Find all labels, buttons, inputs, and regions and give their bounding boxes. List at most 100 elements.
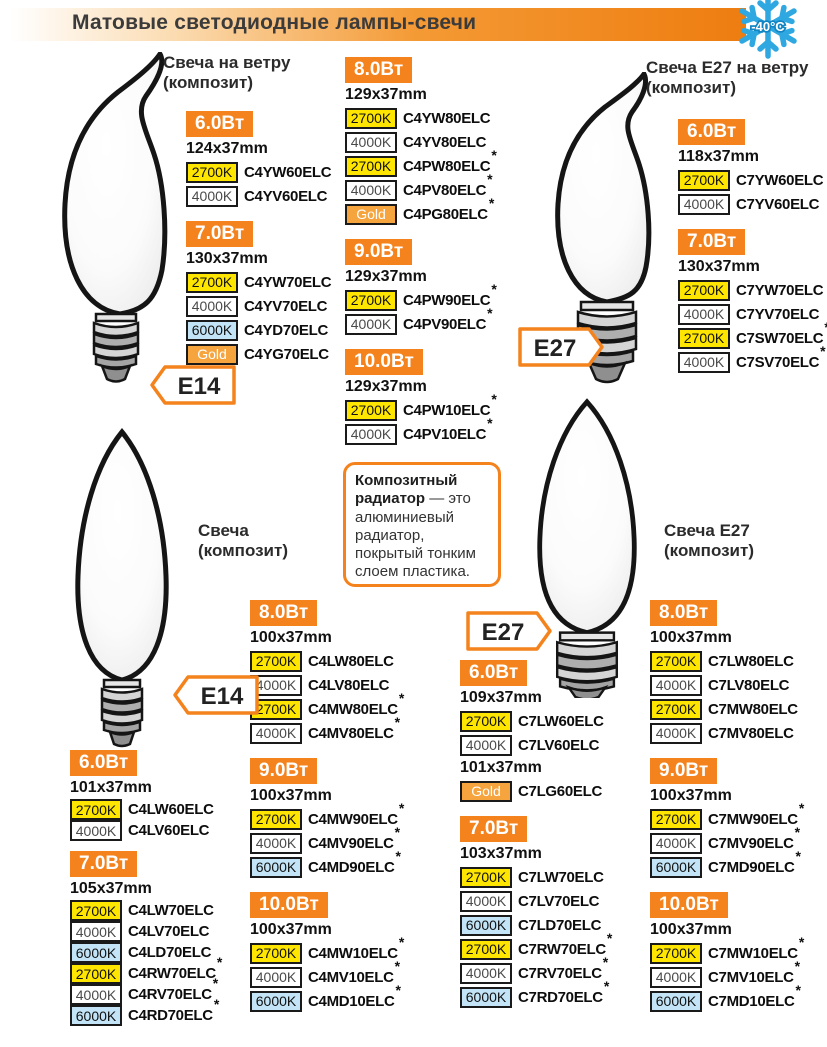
color-temp-label: 2700K: [70, 963, 122, 984]
product-code: C4MD90ELC*: [308, 847, 401, 876]
product-row: 4000K C7MV80ELC: [650, 722, 827, 744]
color-temp-label: 4000K: [250, 966, 302, 988]
product-row: 4000K C7LV60ELC: [460, 734, 638, 756]
asterisk-marker: *: [491, 146, 497, 163]
spec-block: 8.0Вт 100x37mm 2700K C7LW80ELC 4000K C7LV80EL…: [650, 600, 827, 744]
color-temp-label: 6000K: [70, 1005, 122, 1026]
product-code: C7MW10ELC*: [708, 933, 804, 962]
dimensions-label: 103x37mm: [460, 845, 542, 862]
color-temp-label: 2700K: [345, 107, 397, 129]
product-code: C4MW10ELC*: [308, 933, 404, 962]
color-temp-label: 6000K: [186, 319, 238, 341]
product-code: C4MW90ELC*: [308, 799, 404, 828]
product-code: C7YV60ELC: [736, 195, 820, 213]
spec-column-wind-e14-b: 8.0Вт 129x37mm 2700K C4YW80ELC 4000K C4YV80EL…: [345, 57, 523, 459]
dimensions-label: 109x37mm: [460, 689, 542, 706]
asterisk-marker: *: [394, 713, 400, 730]
product-code: C4YD70ELC: [244, 321, 328, 339]
product-code: C7LV60ELC: [518, 736, 600, 754]
product-row: 6000K C4MD90ELC*: [250, 847, 428, 878]
product-code: C4YG70ELC: [244, 345, 329, 363]
asterisk-marker: *: [798, 799, 804, 816]
color-temp-label: 2700K: [460, 710, 512, 732]
color-temp-label: 6000K: [250, 856, 302, 878]
color-temp-label: 4000K: [345, 313, 397, 335]
wattage-badge: 7.0Вт: [678, 229, 746, 255]
product-row: 2700K C7RW70ELC*: [460, 929, 638, 960]
spec-column-wind-e14-a: 6.0Вт 124x37mm 2700K C4YW60ELC 4000K C4YV60EL…: [186, 111, 364, 379]
product-row: 6000K C4LD70ELC: [70, 942, 248, 963]
spec-column-candle-e27-b: 8.0Вт 100x37mm 2700K C7LW80ELC 4000K C7LV80EL…: [650, 600, 827, 1026]
product-code: C7MW90ELC*: [708, 799, 804, 828]
dimensions-label: 129x37mm: [345, 268, 427, 285]
bulb-image-wind-candle-e14: [62, 52, 168, 383]
product-code: C4MV90ELC*: [308, 823, 400, 852]
product-code: C7LV70ELC: [518, 892, 600, 910]
spec-block: 9.0Вт 100x37mm 2700K C4MW90ELC* 4000K C4MV90E…: [250, 758, 428, 878]
color-temp-label: 4000K: [345, 131, 397, 153]
color-temp-label: 6000K: [650, 856, 702, 878]
color-temp-label: 2700K: [186, 161, 238, 183]
product-row: 2700K C7YW70ELC: [678, 279, 827, 301]
product-row: 4000K C4PV10ELC*: [345, 416, 523, 445]
product-code: C4LW80ELC: [308, 652, 394, 670]
asterisk-marker: *: [398, 933, 404, 950]
asterisk-marker: *: [824, 319, 827, 335]
product-row: 2700K C4LW80ELC: [250, 650, 428, 672]
product-row: 4000K C7SV70ELC*: [678, 344, 827, 373]
product-title-wind-e27: Свеча E27 на ветру (композит): [646, 58, 809, 98]
product-code: C4PV80ELC*: [403, 170, 493, 199]
bulb-image-candle-e27: [537, 398, 637, 698]
connector-badge-e14-candle: E14: [173, 675, 259, 715]
product-row: 4000K C4MV80ELC*: [250, 715, 428, 744]
asterisk-marker: *: [212, 975, 218, 991]
color-temp-label: 2700K: [650, 808, 702, 830]
product-row: 6000K C7LD70ELC: [460, 914, 638, 936]
color-temp-label: 2700K: [70, 799, 122, 820]
color-temp-label: 4000K: [650, 832, 702, 854]
frost-snowflake-icon: -40°C: [733, 0, 803, 64]
color-temp-label: 2700K: [678, 169, 730, 191]
color-temp-label: Gold: [345, 203, 397, 225]
product-code: C7LW60ELC: [518, 712, 604, 730]
asterisk-marker: *: [794, 957, 800, 974]
spec-column-candle-e27-a: 6.0Вт 109x37mm 2700K C7LW60ELC 4000K C7LV60EL…: [460, 660, 638, 1022]
product-code: C4PW80ELC*: [403, 146, 497, 175]
spec-block: 7.0Вт 130x37mm 2700K C4YW70ELC 4000K C4YV70EL…: [186, 221, 364, 365]
note-lead: Композитный радиатор: [355, 472, 458, 508]
dimensions-label: 100x37mm: [650, 921, 732, 938]
svg-text:E27: E27: [534, 335, 577, 362]
color-temp-label: 6000K: [650, 990, 702, 1012]
wattage-badge: 9.0Вт: [650, 758, 718, 784]
wattage-badge: 10.0Вт: [345, 349, 423, 375]
wattage-badge: 9.0Вт: [345, 239, 413, 265]
asterisk-marker: *: [395, 847, 401, 864]
wattage-badge: 8.0Вт: [250, 600, 318, 626]
product-code: C4MD10ELC*: [308, 981, 401, 1010]
color-temp-label: 4000K: [186, 185, 238, 207]
product-row: 6000K C4YD70ELC: [186, 319, 364, 341]
asterisk-marker: *: [602, 953, 608, 970]
asterisk-marker: *: [795, 847, 801, 864]
product-code: C7LW70ELC: [518, 868, 604, 886]
color-temp-label: 4000K: [250, 674, 302, 696]
color-temp-label: 4000K: [186, 295, 238, 317]
spec-column-candle-e14-b: 8.0Вт 100x37mm 2700K C4LW80ELC 4000K C4LV80EL…: [250, 600, 428, 1026]
product-code: C4MW80ELC*: [308, 689, 404, 718]
color-temp-label: 6000K: [250, 990, 302, 1012]
dimensions-label: 130x37mm: [186, 250, 268, 267]
spec-block: 6.0Вт 109x37mm 2700K C7LW60ELC 4000K C7LV60EL…: [460, 660, 638, 802]
product-row: 4000K C7YV70ELC: [678, 303, 827, 325]
product-code: C7LG60ELC: [518, 782, 602, 800]
color-temp-label: 6000K: [460, 914, 512, 936]
wattage-badge: 8.0Вт: [650, 600, 718, 626]
product-row: 2700K C4YW60ELC: [186, 161, 364, 183]
product-row: 2700K C7SW70ELC*: [678, 320, 827, 349]
asterisk-marker: *: [487, 170, 493, 187]
color-temp-label: 6000K: [70, 942, 122, 963]
product-code: C7LD70ELC: [518, 916, 602, 934]
asterisk-marker: *: [488, 194, 494, 211]
product-code: C7MD90ELC*: [708, 847, 801, 876]
composite-radiator-note: Композитный радиатор — это алюминиевый р…: [343, 462, 501, 587]
product-code: C7RW70ELC*: [518, 929, 613, 958]
